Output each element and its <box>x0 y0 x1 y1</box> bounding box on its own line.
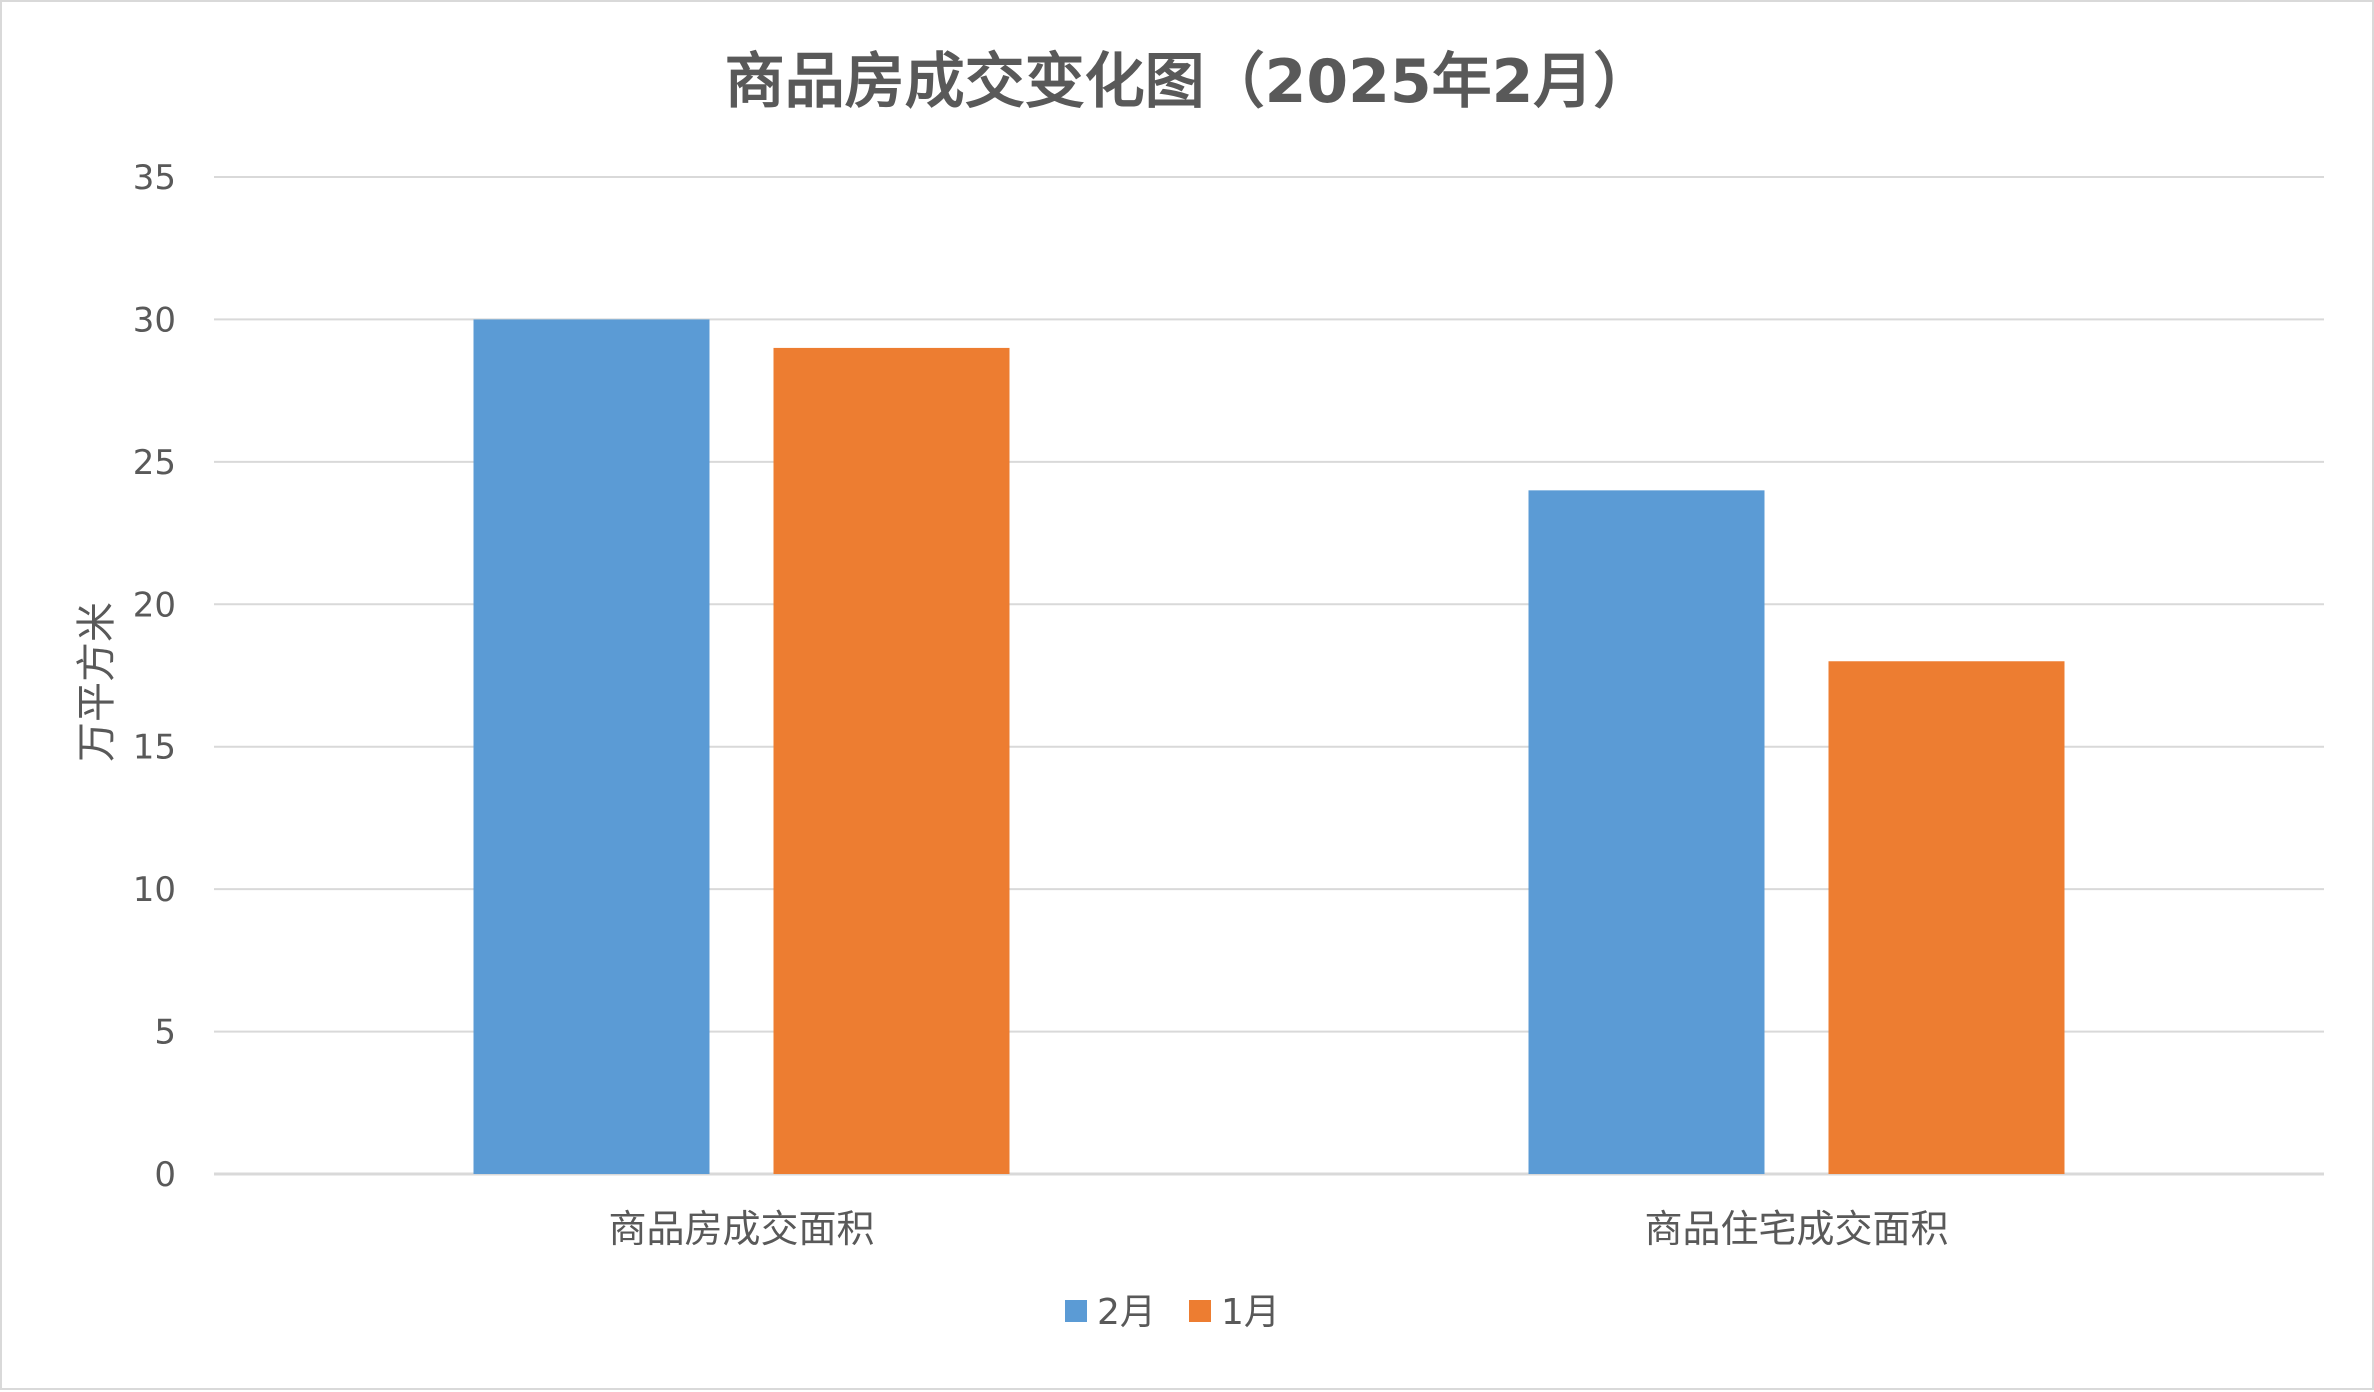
x-category-label: 商品房成交面积 <box>608 1207 874 1251</box>
legend-label: 1月 <box>1221 1292 1280 1333</box>
bars <box>473 319 2065 1174</box>
y-axis-label: 万平方米 <box>74 602 120 762</box>
y-tick-label: 15 <box>133 728 176 768</box>
legend: 2月 1月 <box>1065 1292 1280 1333</box>
bar-jan-1 <box>773 347 1010 1174</box>
y-tick-label: 10 <box>133 870 176 910</box>
x-axis-categories: 商品房成交面积 商品住宅成交面积 <box>608 1207 1948 1251</box>
y-tick-label: 0 <box>154 1155 176 1195</box>
y-tick-label: 25 <box>133 443 176 483</box>
legend-swatch <box>1189 1300 1211 1322</box>
bar-jan-2 <box>1828 661 2065 1174</box>
y-tick-label: 20 <box>133 585 176 625</box>
y-tick-label: 35 <box>133 158 176 198</box>
legend-swatch <box>1065 1300 1087 1322</box>
bar-feb-2 <box>1528 490 1765 1174</box>
legend-label: 2月 <box>1097 1292 1156 1333</box>
y-tick-label: 30 <box>133 300 176 340</box>
x-category-label: 商品住宅成交面积 <box>1644 1207 1948 1251</box>
chart-title: 商品房成交变化图（2025年2月） <box>725 47 1654 117</box>
y-axis-ticks: 0 5 10 15 20 25 30 35 <box>133 158 176 1195</box>
y-tick-label: 5 <box>154 1013 176 1053</box>
bar-feb-1 <box>473 319 710 1174</box>
